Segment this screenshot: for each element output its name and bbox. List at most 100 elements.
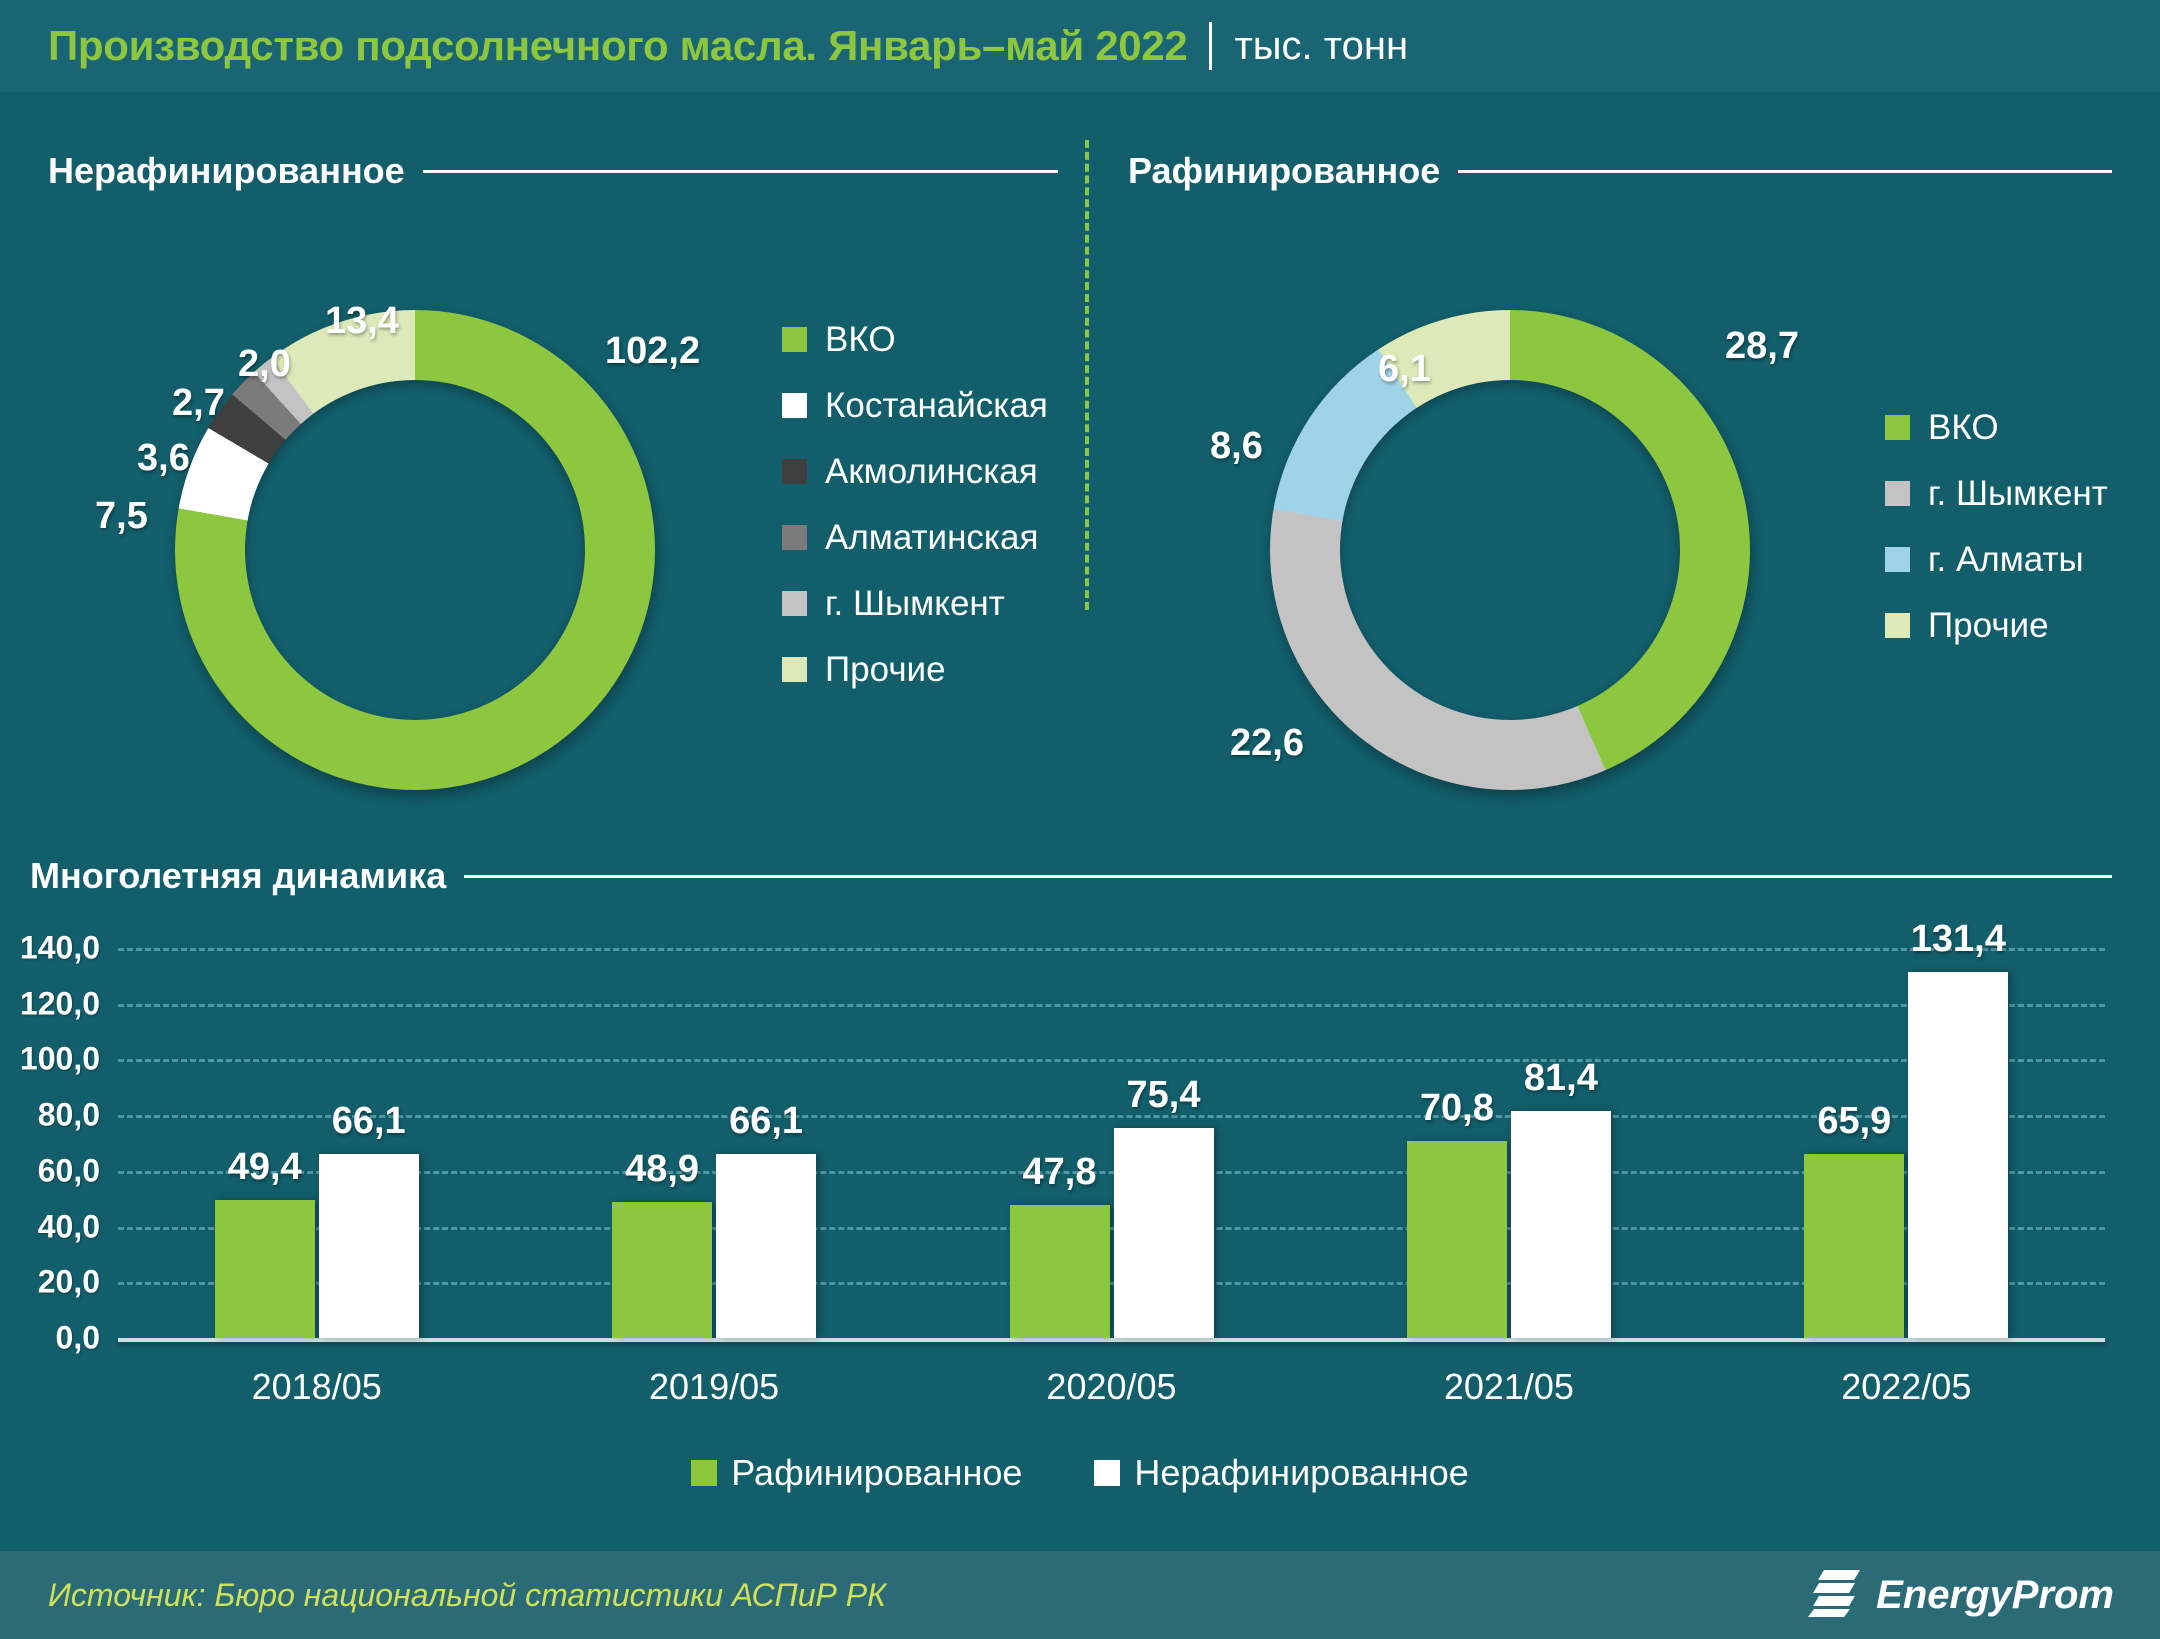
source-label: Источник: Бюро национальной статистики А… (48, 1576, 886, 1613)
gridline (118, 1003, 2105, 1007)
section-rule (1458, 169, 2112, 173)
legend-label: Алматинская (825, 517, 1039, 557)
donut-value-kostanay: 7,5 (95, 495, 148, 537)
legend-swatch-icon (782, 459, 807, 484)
legend-label: Рафинированное (731, 1452, 1023, 1493)
legend-swatch-icon (782, 327, 807, 352)
donut-value-akmola: 3,6 (137, 437, 190, 479)
x-axis-tick-label: 2022/05 (1841, 1366, 1972, 1407)
legend-item-almaty-city[interactable]: г. Алматы (1885, 532, 2108, 587)
legend-item-vko[interactable]: ВКО (1885, 400, 2108, 455)
y-axis-tick-label: 0,0 (55, 1319, 100, 1356)
legend-swatch-icon (1885, 547, 1910, 572)
legend-label: г. Шымкент (825, 583, 1005, 623)
bar-2019-05-refined[interactable] (612, 1201, 713, 1338)
bar-2019-05-unrefined[interactable] (716, 1153, 817, 1338)
legend-label: Костанайская (825, 385, 1048, 425)
legend-swatch-icon (691, 1460, 718, 1486)
energyprom-wordmark: EnergyProm (1876, 1572, 2114, 1617)
x-axis-tick-label: 2021/05 (1443, 1366, 1574, 1407)
bar-value-label: 70,8 (1419, 1086, 1494, 1129)
bar-value-label: 48,9 (625, 1147, 700, 1190)
legend-item-almaty-oblast[interactable]: Алматинская (782, 510, 1048, 565)
title-bar: Производство подсолнечного масла. Январь… (0, 0, 2160, 92)
legend-label: Акмолинская (825, 451, 1038, 491)
legend-item-shymkent[interactable]: г. Шымкент (782, 576, 1048, 631)
donut-hole (245, 380, 585, 720)
footer-bar: Источник: Бюро национальной статистики А… (0, 1551, 2160, 1639)
legend-unrefined: ВКО Костанайская Акмолинская Алматинская… (782, 312, 1048, 708)
legend-label: Нерафинированное (1134, 1452, 1469, 1493)
gridline (118, 1170, 2105, 1174)
legend-item-vko[interactable]: ВКО (782, 312, 1048, 367)
y-axis-tick-label: 120,0 (19, 985, 100, 1022)
donut-value-other: 13,4 (325, 300, 399, 342)
y-axis-tick-label: 40,0 (37, 1208, 100, 1245)
section-title-unrefined: Нерафинированное (48, 150, 405, 191)
section-header-refined: Рафинированное (1128, 150, 2112, 192)
bar-value-label: 75,4 (1126, 1073, 1201, 1116)
bar-2020-05-refined[interactable] (1009, 1204, 1110, 1338)
legend-item-akmola[interactable]: Акмолинская (782, 444, 1048, 499)
bar-2018-05-unrefined[interactable] (318, 1153, 419, 1338)
bar-2020-05-unrefined[interactable] (1113, 1127, 1214, 1338)
section-header-dynamics: Многолетняя динамика (30, 855, 2112, 897)
section-title-refined: Рафинированное (1128, 150, 1441, 191)
y-axis-tick-label: 20,0 (37, 1263, 100, 1300)
gridline (118, 1115, 2105, 1119)
bar-value-label: 66,1 (331, 1099, 406, 1142)
legend-item-shymkent[interactable]: г. Шымкент (1885, 466, 2108, 521)
section-rule (464, 874, 2112, 878)
bar-value-label: 66,1 (729, 1099, 804, 1142)
y-axis-tick-label: 100,0 (19, 1040, 100, 1077)
bar-2018-05-refined[interactable] (214, 1200, 315, 1338)
energyprom-logo: EnergyProm (1808, 1568, 2114, 1623)
donut-value-shymkent: 22,6 (1230, 722, 1304, 764)
section-rule (422, 169, 1058, 173)
y-axis-tick-label: 80,0 (37, 1096, 100, 1133)
legend-swatch-icon (782, 525, 807, 550)
legend-label: ВКО (825, 319, 896, 359)
bar-2021-05-refined[interactable] (1406, 1140, 1507, 1338)
legend-label: ВКО (1928, 407, 1999, 447)
gridline (118, 1226, 2105, 1230)
page-title: Производство подсолнечного масла. Январь… (48, 22, 1188, 69)
legend-label: г. Алматы (1928, 539, 2084, 579)
legend-swatch-icon (782, 591, 807, 616)
donut-value-other: 6,1 (1378, 348, 1431, 390)
bar-value-label: 81,4 (1523, 1057, 1598, 1100)
bar-value-label: 49,4 (227, 1146, 302, 1189)
section-header-unrefined: Нерафинированное (48, 150, 1058, 192)
bar-2022-05-refined[interactable] (1804, 1154, 1905, 1338)
donut-value-vko: 28,7 (1725, 325, 1799, 367)
bar-value-label: 65,9 (1817, 1100, 1892, 1143)
gridline (118, 1282, 2105, 1286)
legend-item-other[interactable]: Прочие (782, 642, 1048, 697)
bar-chart-dynamics: 0,0 20,0 40,0 60,0 80,0 100,0 120,0 140,0 49,4 66… (0, 918, 2160, 1420)
legend-label: г. Шымкент (1928, 473, 2108, 513)
legend-swatch-icon (1885, 613, 1910, 638)
legend-dynamics: Рафинированное Нерафинированное (0, 1452, 2160, 1494)
gridline (118, 948, 2105, 951)
energyprom-mark-icon (1808, 1568, 1862, 1623)
donut-value-vko: 102,2 (605, 330, 701, 372)
legend-swatch-icon (1094, 1460, 1121, 1486)
legend-swatch-icon (1885, 415, 1910, 440)
legend-swatch-icon (782, 657, 807, 682)
x-axis-line (118, 1338, 2105, 1342)
title-divider (1209, 22, 1213, 70)
panel-divider (1085, 140, 1089, 610)
legend-item-kostanay[interactable]: Костанайская (782, 378, 1048, 433)
legend-item-unrefined[interactable]: Нерафинированное (1094, 1452, 1469, 1494)
x-axis-tick-label: 2020/05 (1046, 1366, 1177, 1407)
gridline (118, 1059, 2105, 1063)
y-axis-tick-label: 140,0 (19, 929, 100, 966)
bar-2021-05-unrefined[interactable] (1510, 1111, 1611, 1338)
bar-value-label: 47,8 (1022, 1150, 1097, 1193)
legend-refined: ВКО г. Шымкент г. Алматы Прочие (1885, 400, 2108, 664)
bar-2022-05-unrefined[interactable] (1908, 971, 2009, 1338)
legend-item-other[interactable]: Прочие (1885, 598, 2108, 653)
x-axis-tick-label: 2019/05 (649, 1366, 780, 1407)
legend-item-refined[interactable]: Рафинированное (691, 1452, 1022, 1494)
